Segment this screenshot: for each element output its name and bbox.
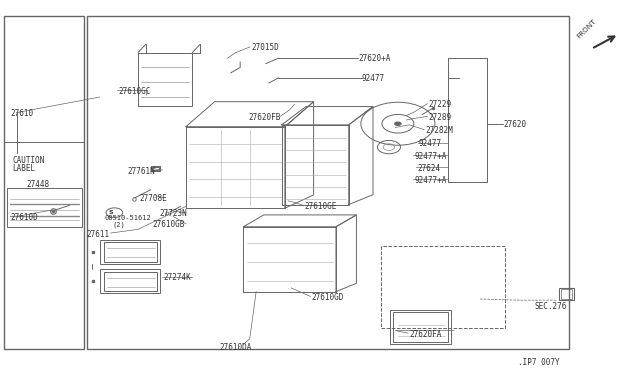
Text: CAUTION: CAUTION bbox=[12, 155, 45, 164]
Text: 27274K: 27274K bbox=[164, 273, 191, 282]
Text: 92477+A: 92477+A bbox=[415, 152, 447, 161]
Text: 27610GD: 27610GD bbox=[312, 293, 344, 302]
Bar bbox=[561, 289, 572, 299]
Text: .IP7 007Y: .IP7 007Y bbox=[518, 357, 559, 366]
Bar bbox=[104, 242, 157, 262]
Text: 27620FA: 27620FA bbox=[410, 330, 442, 339]
Text: 27620: 27620 bbox=[504, 121, 527, 129]
Text: 27761N: 27761N bbox=[127, 167, 155, 176]
Bar bbox=[390, 310, 451, 343]
Text: (2): (2) bbox=[113, 222, 125, 228]
Bar bbox=[394, 312, 448, 341]
Bar bbox=[100, 269, 161, 294]
Circle shape bbox=[394, 122, 402, 126]
Text: FRONT: FRONT bbox=[575, 18, 597, 39]
Text: 27015D: 27015D bbox=[251, 42, 279, 51]
Text: 27610: 27610 bbox=[10, 109, 33, 118]
Text: 27448: 27448 bbox=[26, 180, 49, 189]
Text: 27708E: 27708E bbox=[140, 195, 168, 203]
Text: 08510-51612: 08510-51612 bbox=[104, 215, 151, 221]
Text: 27282M: 27282M bbox=[426, 126, 453, 135]
Text: 27610DA: 27610DA bbox=[219, 343, 252, 352]
Text: 92477: 92477 bbox=[362, 74, 385, 83]
Text: 27610GE: 27610GE bbox=[304, 202, 337, 211]
Text: LABEL: LABEL bbox=[12, 164, 35, 173]
Text: 27610D: 27610D bbox=[10, 213, 38, 222]
Text: 27620FB: 27620FB bbox=[248, 113, 281, 122]
Text: 27611: 27611 bbox=[87, 230, 110, 239]
Text: 27624: 27624 bbox=[418, 164, 441, 173]
Text: 27610GB: 27610GB bbox=[153, 221, 185, 230]
Text: 27610GC: 27610GC bbox=[119, 87, 151, 96]
Bar bbox=[4, 16, 84, 349]
Text: 92477: 92477 bbox=[419, 139, 442, 148]
Text: 27229: 27229 bbox=[429, 100, 452, 109]
Bar bbox=[87, 16, 569, 349]
Text: 27620+A: 27620+A bbox=[358, 54, 390, 62]
Text: 92477+A: 92477+A bbox=[415, 176, 447, 185]
Text: S: S bbox=[109, 210, 113, 215]
Bar bbox=[381, 246, 505, 328]
Bar bbox=[7, 188, 83, 227]
Bar bbox=[559, 288, 573, 300]
Text: SEC.276: SEC.276 bbox=[534, 302, 567, 311]
Text: 27289: 27289 bbox=[429, 113, 452, 122]
Bar bbox=[100, 240, 161, 264]
Bar bbox=[104, 272, 157, 291]
Text: 27723N: 27723N bbox=[159, 209, 187, 218]
